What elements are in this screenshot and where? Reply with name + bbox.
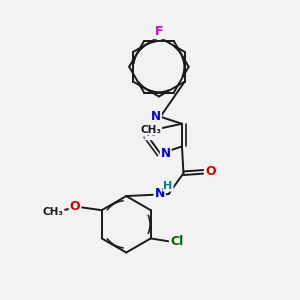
Text: CH₃: CH₃: [140, 125, 161, 135]
Text: F: F: [155, 25, 163, 38]
Text: N: N: [151, 110, 161, 123]
Text: H: H: [164, 181, 172, 191]
Text: N: N: [146, 126, 156, 139]
Text: CH₃: CH₃: [43, 207, 64, 217]
Text: O: O: [205, 165, 215, 178]
Text: Cl: Cl: [170, 235, 183, 248]
Text: N: N: [154, 187, 165, 200]
Text: N: N: [161, 147, 171, 160]
Text: O: O: [70, 200, 80, 213]
